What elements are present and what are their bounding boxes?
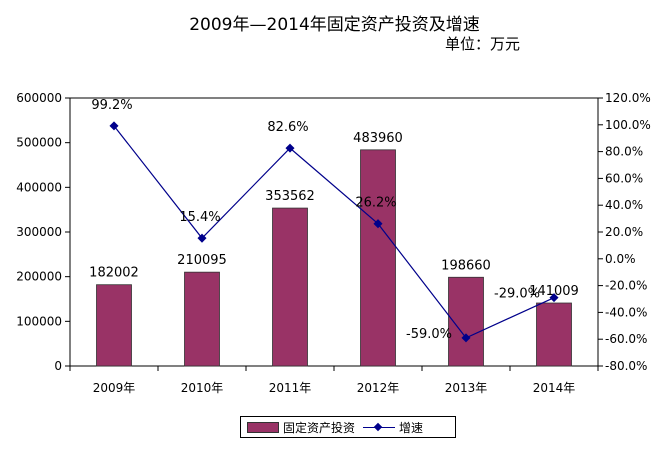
chart-unit-label: 单位：万元 xyxy=(444,35,520,53)
left-tick-label: 100000 xyxy=(16,314,62,328)
growth-value-label: 82.6% xyxy=(267,120,308,135)
growth-point xyxy=(109,121,119,131)
legend-bar-label: 固定资产投资 xyxy=(283,420,356,435)
bar-value-label: 353562 xyxy=(265,189,315,204)
right-tick-label: 60.0% xyxy=(605,171,643,185)
right-tick-label: 20.0% xyxy=(605,225,643,239)
left-tick-label: 200000 xyxy=(16,270,62,284)
chart-title: 2009年—2014年固定资产投资及增速 xyxy=(189,15,480,35)
line-data-labels: 99.2% 15.4% 82.6% 26.2% -59.0% -29.0% xyxy=(91,98,540,342)
plot-area-border xyxy=(69,97,599,367)
right-tick-label: 100.0% xyxy=(605,118,651,132)
growth-value-label: 99.2% xyxy=(91,98,132,113)
x-tick-label: 2013年 xyxy=(445,381,488,395)
left-tick-label: 600000 xyxy=(16,91,62,105)
bar xyxy=(360,149,396,367)
x-tick-label: 2012年 xyxy=(357,381,400,395)
legend-line-swatch xyxy=(363,423,396,432)
growth-point xyxy=(197,233,207,243)
legend-bar-swatch xyxy=(247,421,279,433)
right-tick-label: -80.0% xyxy=(605,359,647,373)
x-axis-ticks: 2009年 2010年 2011年 2012年 2013年 2014年 xyxy=(69,366,599,395)
plot-frame xyxy=(69,97,599,367)
bar xyxy=(272,207,308,367)
x-tick-label: 2011年 xyxy=(269,381,312,395)
bar xyxy=(184,271,220,367)
x-tick-label: 2014年 xyxy=(533,381,576,395)
legend-line-label: 增速 xyxy=(399,420,424,435)
bar-value-label: 182002 xyxy=(89,266,139,281)
left-tick-label: 500000 xyxy=(16,136,62,150)
bar-series xyxy=(96,149,572,367)
bar xyxy=(536,302,572,367)
bar-value-label: 198660 xyxy=(441,258,491,273)
legend: 固定资产投资 增速 xyxy=(240,416,456,438)
right-tick-label: 120.0% xyxy=(605,91,651,105)
left-tick-label: 300000 xyxy=(16,225,62,239)
left-tick-label: 0 xyxy=(54,359,62,373)
bar-data-labels: 182002 210095 353562 483960 198660 141009 xyxy=(89,131,579,299)
bar xyxy=(96,284,132,367)
right-tick-label: 40.0% xyxy=(605,198,643,212)
right-tick-label: 0.0% xyxy=(605,252,636,266)
growth-value-label: 15.4% xyxy=(179,210,220,225)
right-tick-label: -20.0% xyxy=(605,279,647,293)
left-tick-label: 400000 xyxy=(16,180,62,194)
growth-value-label: -59.0% xyxy=(406,327,452,342)
right-tick-label: 80.0% xyxy=(605,145,643,159)
line-series xyxy=(109,121,559,343)
growth-line xyxy=(113,125,555,339)
growth-value-label: 26.2% xyxy=(355,196,396,211)
right-tick-label: -60.0% xyxy=(605,332,647,346)
left-axis-ticks: 0 100000 200000 300000 400000 500000 600000 xyxy=(16,91,70,373)
right-axis-ticks: -80.0% -60.0% -40.0% -20.0% 0.0% 20.0% 40.0% 60… xyxy=(598,91,651,373)
x-tick-label: 2009年 xyxy=(93,381,136,395)
bar-value-label: 141009 xyxy=(529,284,579,299)
right-tick-label: -40.0% xyxy=(605,305,647,319)
growth-value-label: -29.0% xyxy=(494,287,540,302)
bar xyxy=(448,276,484,367)
x-tick-label: 2010年 xyxy=(181,381,224,395)
bar-value-label: 483960 xyxy=(353,131,403,146)
bar-value-label: 210095 xyxy=(177,253,227,268)
